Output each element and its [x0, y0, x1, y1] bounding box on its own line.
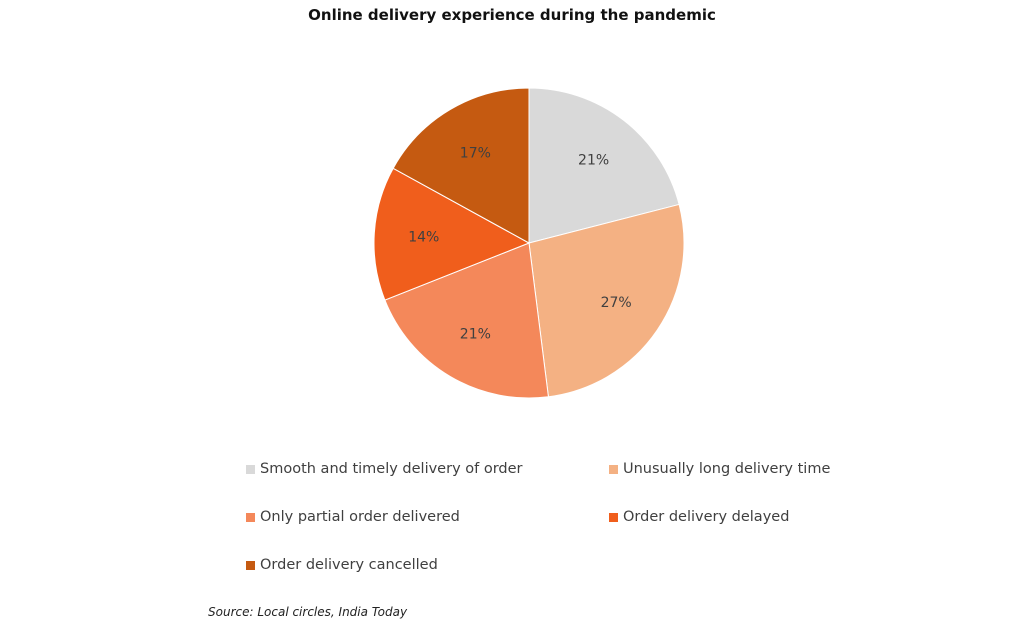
legend-swatch-1: [246, 464, 255, 474]
legend-label-3: Only partial order delivered: [260, 509, 460, 525]
legend-swatch-4: [609, 512, 618, 522]
legend-item-5: Order delivery cancelled: [246, 557, 438, 573]
legend-swatch-3: [246, 512, 255, 522]
pie-slice-5: [392, 87, 530, 244]
slice-label-1: 21%: [578, 153, 609, 169]
source-note: Source: Local circles, India Today: [208, 605, 408, 619]
legend-item-3: Only partial order delivered: [246, 509, 460, 525]
legend-label-2: Unusually long delivery time: [623, 461, 831, 477]
legend-label-5: Order delivery cancelled: [260, 557, 438, 573]
legend-swatch-2: [609, 464, 618, 474]
legend-item-2: Unusually long delivery time: [609, 461, 830, 477]
legend-label-4: Order delivery delayed: [623, 509, 790, 525]
pie-slice-3: [384, 242, 549, 399]
slice-label-5: 17%: [460, 145, 491, 161]
slice-label-2: 27%: [601, 295, 632, 311]
pie-slice-1: [528, 87, 680, 244]
slice-label-4: 14%: [408, 229, 439, 245]
pie-slice-4: [373, 167, 531, 301]
legend-label-1: Smooth and timely delivery of order: [260, 461, 523, 477]
legend-item-1: Smooth and timely delivery of order: [246, 461, 523, 477]
chart-title: Online delivery experience during the pa…: [308, 6, 716, 24]
slice-label-3: 21%: [460, 327, 491, 343]
pie-slice-2: [528, 203, 685, 398]
legend-swatch-5: [246, 560, 255, 570]
legend-item-4: Order delivery delayed: [609, 509, 789, 525]
